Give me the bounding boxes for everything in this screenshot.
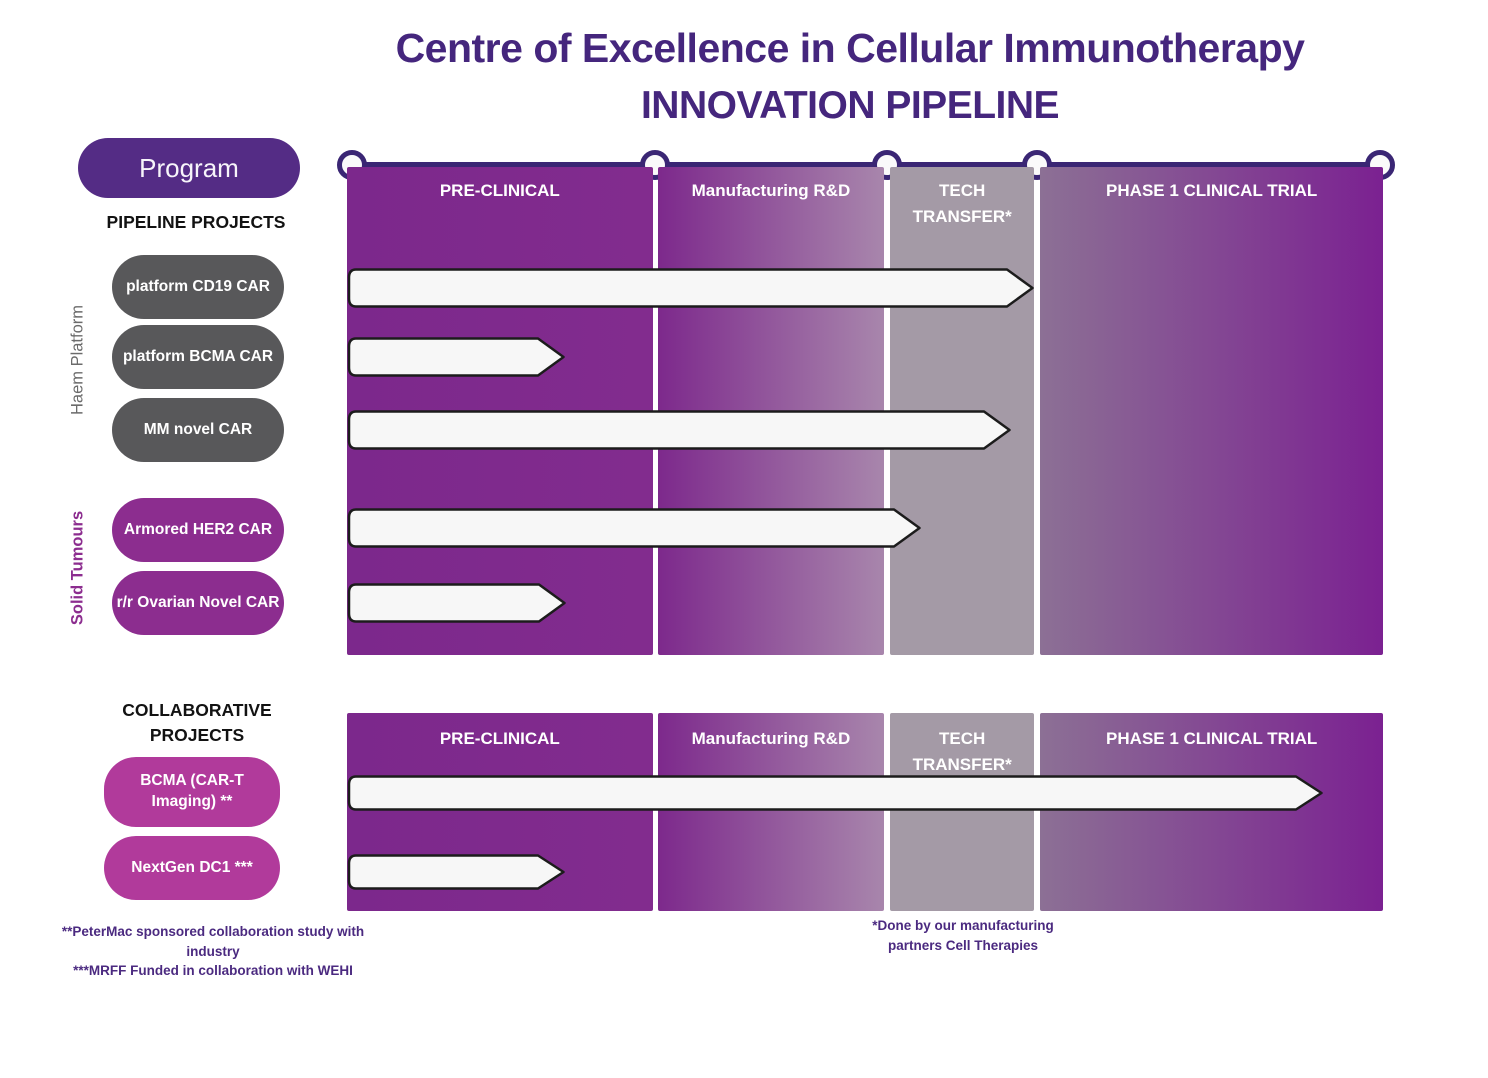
stage-column-manufacturing-rd: Manufacturing R&D [658, 713, 884, 911]
pill-label: r/r Ovarian Novel CAR [116, 593, 280, 611]
project-pill-bcma-car: platform BCMA CAR [112, 325, 284, 389]
stage-column-phase1-clinical-trial: PHASE 1 CLINICAL TRIAL [1040, 167, 1383, 655]
stage-header: PHASE 1 CLINICAL TRIAL [1106, 181, 1318, 200]
project-pill-rr-ovarian-novel-car: r/r Ovarian Novel CAR [112, 571, 284, 635]
footnote-collaborative: **PeterMac sponsored collaboration study… [48, 922, 378, 981]
group-label-solid-tumours: Solid Tumours [68, 510, 87, 626]
progress-arrow-bcma-car [347, 337, 565, 377]
stage-header: Manufacturing R&D [691, 181, 851, 200]
pill-label: Armored HER2 CAR [123, 520, 273, 538]
pipeline-projects-heading: PIPELINE PROJECTS [106, 212, 286, 232]
stage-header: Manufacturing R&D [691, 729, 851, 748]
project-pill-nextgen-dc1: NextGen DC1 *** [104, 836, 280, 900]
project-pill-mm-novel-car: MM novel CAR [112, 398, 284, 462]
collaborative-stage-chart: PRE-CLINICAL Manufacturing R&D TECH TRAN… [347, 713, 1383, 911]
pipeline-stage-chart: PRE-CLINICAL Manufacturing R&D TECH TRAN… [336, 150, 1395, 655]
stage-header: PHASE 1 CLINICAL TRIAL [1106, 729, 1318, 748]
progress-arrow-armored-her2-car [347, 508, 921, 548]
program-label: Program [139, 152, 239, 183]
pill-label: BCMA (CAR-T Imaging) ** [140, 772, 244, 810]
footnote-line: ***MRFF Funded in collaboration with WEH… [73, 963, 353, 979]
progress-arrow-bcma-cart-imaging [347, 775, 1323, 811]
footnote-line: **PeterMac sponsored collaboration study… [61, 924, 365, 959]
stage-header: TECH TRANSFER* [912, 181, 1012, 226]
pill-label: platform BCMA CAR [122, 347, 274, 365]
collaborative-projects-heading: COLLABORATIVE PROJECTS [122, 700, 272, 746]
program-pill: Program [78, 138, 300, 198]
footnote-tech-transfer: *Done by our manufacturing partners Cell… [872, 918, 1054, 953]
stage-column-tech-transfer: TECH TRANSFER* [890, 713, 1035, 911]
stage-column-phase1-clinical-trial: PHASE 1 CLINICAL TRIAL [1040, 713, 1383, 911]
project-pill-bcma-cart-imaging: BCMA (CAR-T Imaging) ** [104, 757, 280, 827]
progress-arrow-rr-ovarian-novel-car [347, 583, 566, 623]
progress-arrow-nextgen-dc1 [347, 854, 565, 890]
progress-arrow-mm-novel-car [347, 410, 1011, 450]
progress-arrow-cd19-car [347, 268, 1034, 308]
group-label-haem-platform: Haem Platform [68, 304, 87, 416]
stage-header: TECH TRANSFER* [912, 729, 1012, 774]
pill-label: MM novel CAR [143, 420, 253, 438]
project-pill-cd19-car: platform CD19 CAR [112, 255, 284, 319]
pill-label: platform CD19 CAR [126, 277, 270, 295]
page-subtitle: INNOVATION PIPELINE [640, 84, 1060, 127]
stage-header: PRE-CLINICAL [439, 729, 560, 748]
stage-header: PRE-CLINICAL [439, 181, 560, 200]
timeline-bar [347, 162, 1383, 168]
project-pill-armored-her2-car: Armored HER2 CAR [112, 498, 284, 562]
page-title: Centre of Excellence in Cellular Immunot… [395, 25, 1305, 71]
pill-label: NextGen DC1 *** [131, 858, 253, 876]
